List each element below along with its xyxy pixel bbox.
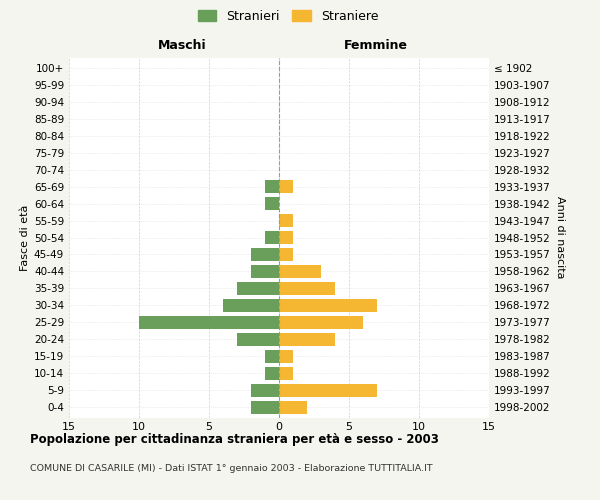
Bar [279,316,363,329]
Bar [237,333,279,346]
Bar [265,231,279,244]
Bar [251,401,279,413]
Bar [251,384,279,396]
Bar [251,248,279,261]
Bar [251,265,279,278]
Bar [279,180,293,193]
Bar [265,350,279,362]
Bar [237,282,279,295]
Bar [279,401,307,413]
Bar [279,231,293,244]
Bar [139,316,279,329]
Bar [279,384,377,396]
Text: Femmine: Femmine [344,39,407,52]
Bar [279,282,335,295]
Bar [265,180,279,193]
Bar [279,350,293,362]
Text: Popolazione per cittadinanza straniera per età e sesso - 2003: Popolazione per cittadinanza straniera p… [30,432,439,446]
Text: COMUNE DI CASARILE (MI) - Dati ISTAT 1° gennaio 2003 - Elaborazione TUTTITALIA.I: COMUNE DI CASARILE (MI) - Dati ISTAT 1° … [30,464,433,473]
Legend: Stranieri, Straniere: Stranieri, Straniere [194,6,382,26]
Bar [223,299,279,312]
Bar [265,367,279,380]
Bar [279,248,293,261]
Bar [265,197,279,210]
Text: Maschi: Maschi [158,39,207,52]
Bar [279,265,321,278]
Bar [279,333,335,346]
Bar [279,214,293,227]
Y-axis label: Fasce di età: Fasce di età [20,204,30,270]
Y-axis label: Anni di nascita: Anni di nascita [555,196,565,279]
Bar [279,299,377,312]
Bar [279,367,293,380]
